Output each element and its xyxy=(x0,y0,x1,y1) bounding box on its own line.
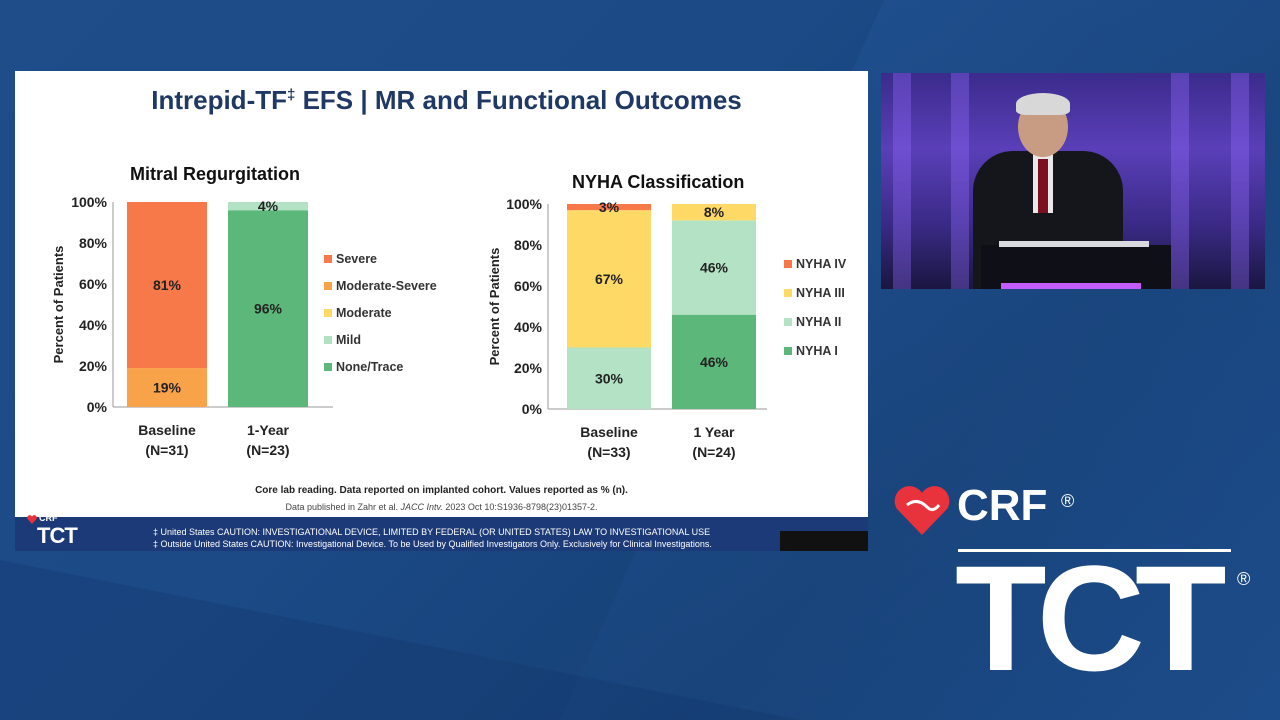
legend-label: Moderate-Severe xyxy=(336,279,437,293)
slide-tct-logo: CRF TCT xyxy=(25,511,95,551)
bar-segment xyxy=(567,210,651,348)
heart-logo-icon xyxy=(894,486,950,535)
bar-segment xyxy=(672,314,756,409)
slide-logo-crf: CRF xyxy=(39,513,58,523)
legend-swatch xyxy=(784,260,792,268)
data-label: 46% xyxy=(700,260,729,276)
stage-curtain xyxy=(951,73,969,289)
mr-chart-title: Mitral Regurgitation xyxy=(130,164,300,184)
legend-swatch xyxy=(324,363,332,371)
brand-divider xyxy=(958,549,1231,552)
y-tick-label: 60% xyxy=(79,276,108,292)
data-label: 30% xyxy=(595,370,624,386)
x-category-n: (N=33) xyxy=(587,444,630,460)
y-axis-label: Percent of Patients xyxy=(51,246,66,364)
legend-swatch xyxy=(784,289,792,297)
bar-segment xyxy=(567,204,651,211)
crf-tct-brand: CRF ® TCT ® xyxy=(893,481,1263,702)
y-tick-label: 0% xyxy=(87,399,108,415)
y-tick-label: 20% xyxy=(514,360,543,376)
x-category-label: 1 Year xyxy=(693,424,735,440)
bar-segment xyxy=(127,368,207,407)
x-category-n: (N=24) xyxy=(692,444,735,460)
legend-swatch xyxy=(324,255,332,263)
y-tick-label: 20% xyxy=(79,358,108,374)
bar-segment xyxy=(672,204,756,221)
stage-curtain xyxy=(1171,73,1189,289)
data-label: 96% xyxy=(254,301,283,317)
legend-label: Mild xyxy=(336,333,361,347)
podium xyxy=(981,245,1171,289)
nyha-chart: 0% 20% 40% 60% 80% 100% Percent of Patients 30%… xyxy=(487,196,847,460)
legend-label: NYHA II xyxy=(796,315,841,329)
bar-segment xyxy=(228,202,308,211)
data-label: 4% xyxy=(258,198,279,214)
presentation-slide: Intrepid-TF‡ EFS | MR and Functional Out… xyxy=(15,71,868,551)
brand-tct-registered: ® xyxy=(1237,569,1251,589)
y-axis-label: Percent of Patients xyxy=(487,248,502,366)
slide-title: Intrepid-TF‡ EFS | MR and Functional Out… xyxy=(151,85,742,115)
legend-label: NYHA IV xyxy=(796,257,847,271)
brand-tct-text: TCT xyxy=(955,534,1227,702)
x-category-n: (N=31) xyxy=(145,442,188,458)
x-category-label: Baseline xyxy=(138,422,196,438)
podium-top xyxy=(999,241,1149,247)
x-category-label: 1-Year xyxy=(247,422,290,438)
speaker-hair xyxy=(1016,93,1070,115)
caution-us: ‡ United States CAUTION: INVESTIGATIONAL… xyxy=(153,527,711,537)
y-tick-label: 80% xyxy=(514,237,543,253)
y-tick-label: 100% xyxy=(71,194,107,210)
slide-logo-tct: TCT xyxy=(37,523,78,548)
legend-swatch xyxy=(784,318,792,326)
legend-swatch xyxy=(324,282,332,290)
legend-label: NYHA I xyxy=(796,344,838,358)
legend-label: NYHA III xyxy=(796,286,845,300)
mr-chart: 0% 20% 40% 60% 80% 100% Percent of Patients 19%… xyxy=(51,194,437,458)
y-tick-label: 40% xyxy=(514,319,543,335)
data-label: 8% xyxy=(704,204,725,220)
stage-curtain xyxy=(1231,73,1249,289)
y-tick-label: 100% xyxy=(506,196,542,212)
footnote-citation: Data published in Zahr et al. JACC Intv.… xyxy=(285,502,598,512)
brand-crf-registered: ® xyxy=(1061,491,1075,511)
brand-crf-text: CRF xyxy=(957,481,1048,530)
y-tick-label: 60% xyxy=(514,278,543,294)
legend-label: Severe xyxy=(336,252,377,266)
legend-swatch xyxy=(784,347,792,355)
legend-label: None/Trace xyxy=(336,360,403,374)
stage-light xyxy=(1001,283,1141,289)
speaker-tie xyxy=(1038,159,1048,213)
y-tick-label: 80% xyxy=(79,235,108,251)
y-tick-label: 40% xyxy=(79,317,108,333)
data-label: 19% xyxy=(153,380,182,396)
heart-icon xyxy=(27,515,37,524)
data-label: 46% xyxy=(700,354,729,370)
caution-bar: ‡ United States CAUTION: INVESTIGATIONAL… xyxy=(15,517,868,551)
speaker-video xyxy=(881,73,1265,289)
data-label: 67% xyxy=(595,271,624,287)
x-category-label: Baseline xyxy=(580,424,638,440)
data-label: 81% xyxy=(153,277,182,293)
bar-segment xyxy=(127,202,207,369)
caution-ous: ‡ Outside United States CAUTION: Investi… xyxy=(153,539,712,549)
stage-curtain xyxy=(893,73,911,289)
data-label: 3% xyxy=(599,199,620,215)
legend-swatch xyxy=(324,336,332,344)
nyha-chart-title: NYHA Classification xyxy=(572,172,745,192)
legend-swatch xyxy=(324,309,332,317)
bar-segment xyxy=(228,210,308,407)
x-category-n: (N=23) xyxy=(246,442,289,458)
bar-segment xyxy=(567,347,651,409)
footnote-core-lab: Core lab reading. Data reported on impla… xyxy=(255,485,628,496)
slide-corner-block xyxy=(780,531,868,551)
y-tick-label: 0% xyxy=(522,401,543,417)
legend-label: Moderate xyxy=(336,306,392,320)
bar-segment xyxy=(672,220,756,315)
